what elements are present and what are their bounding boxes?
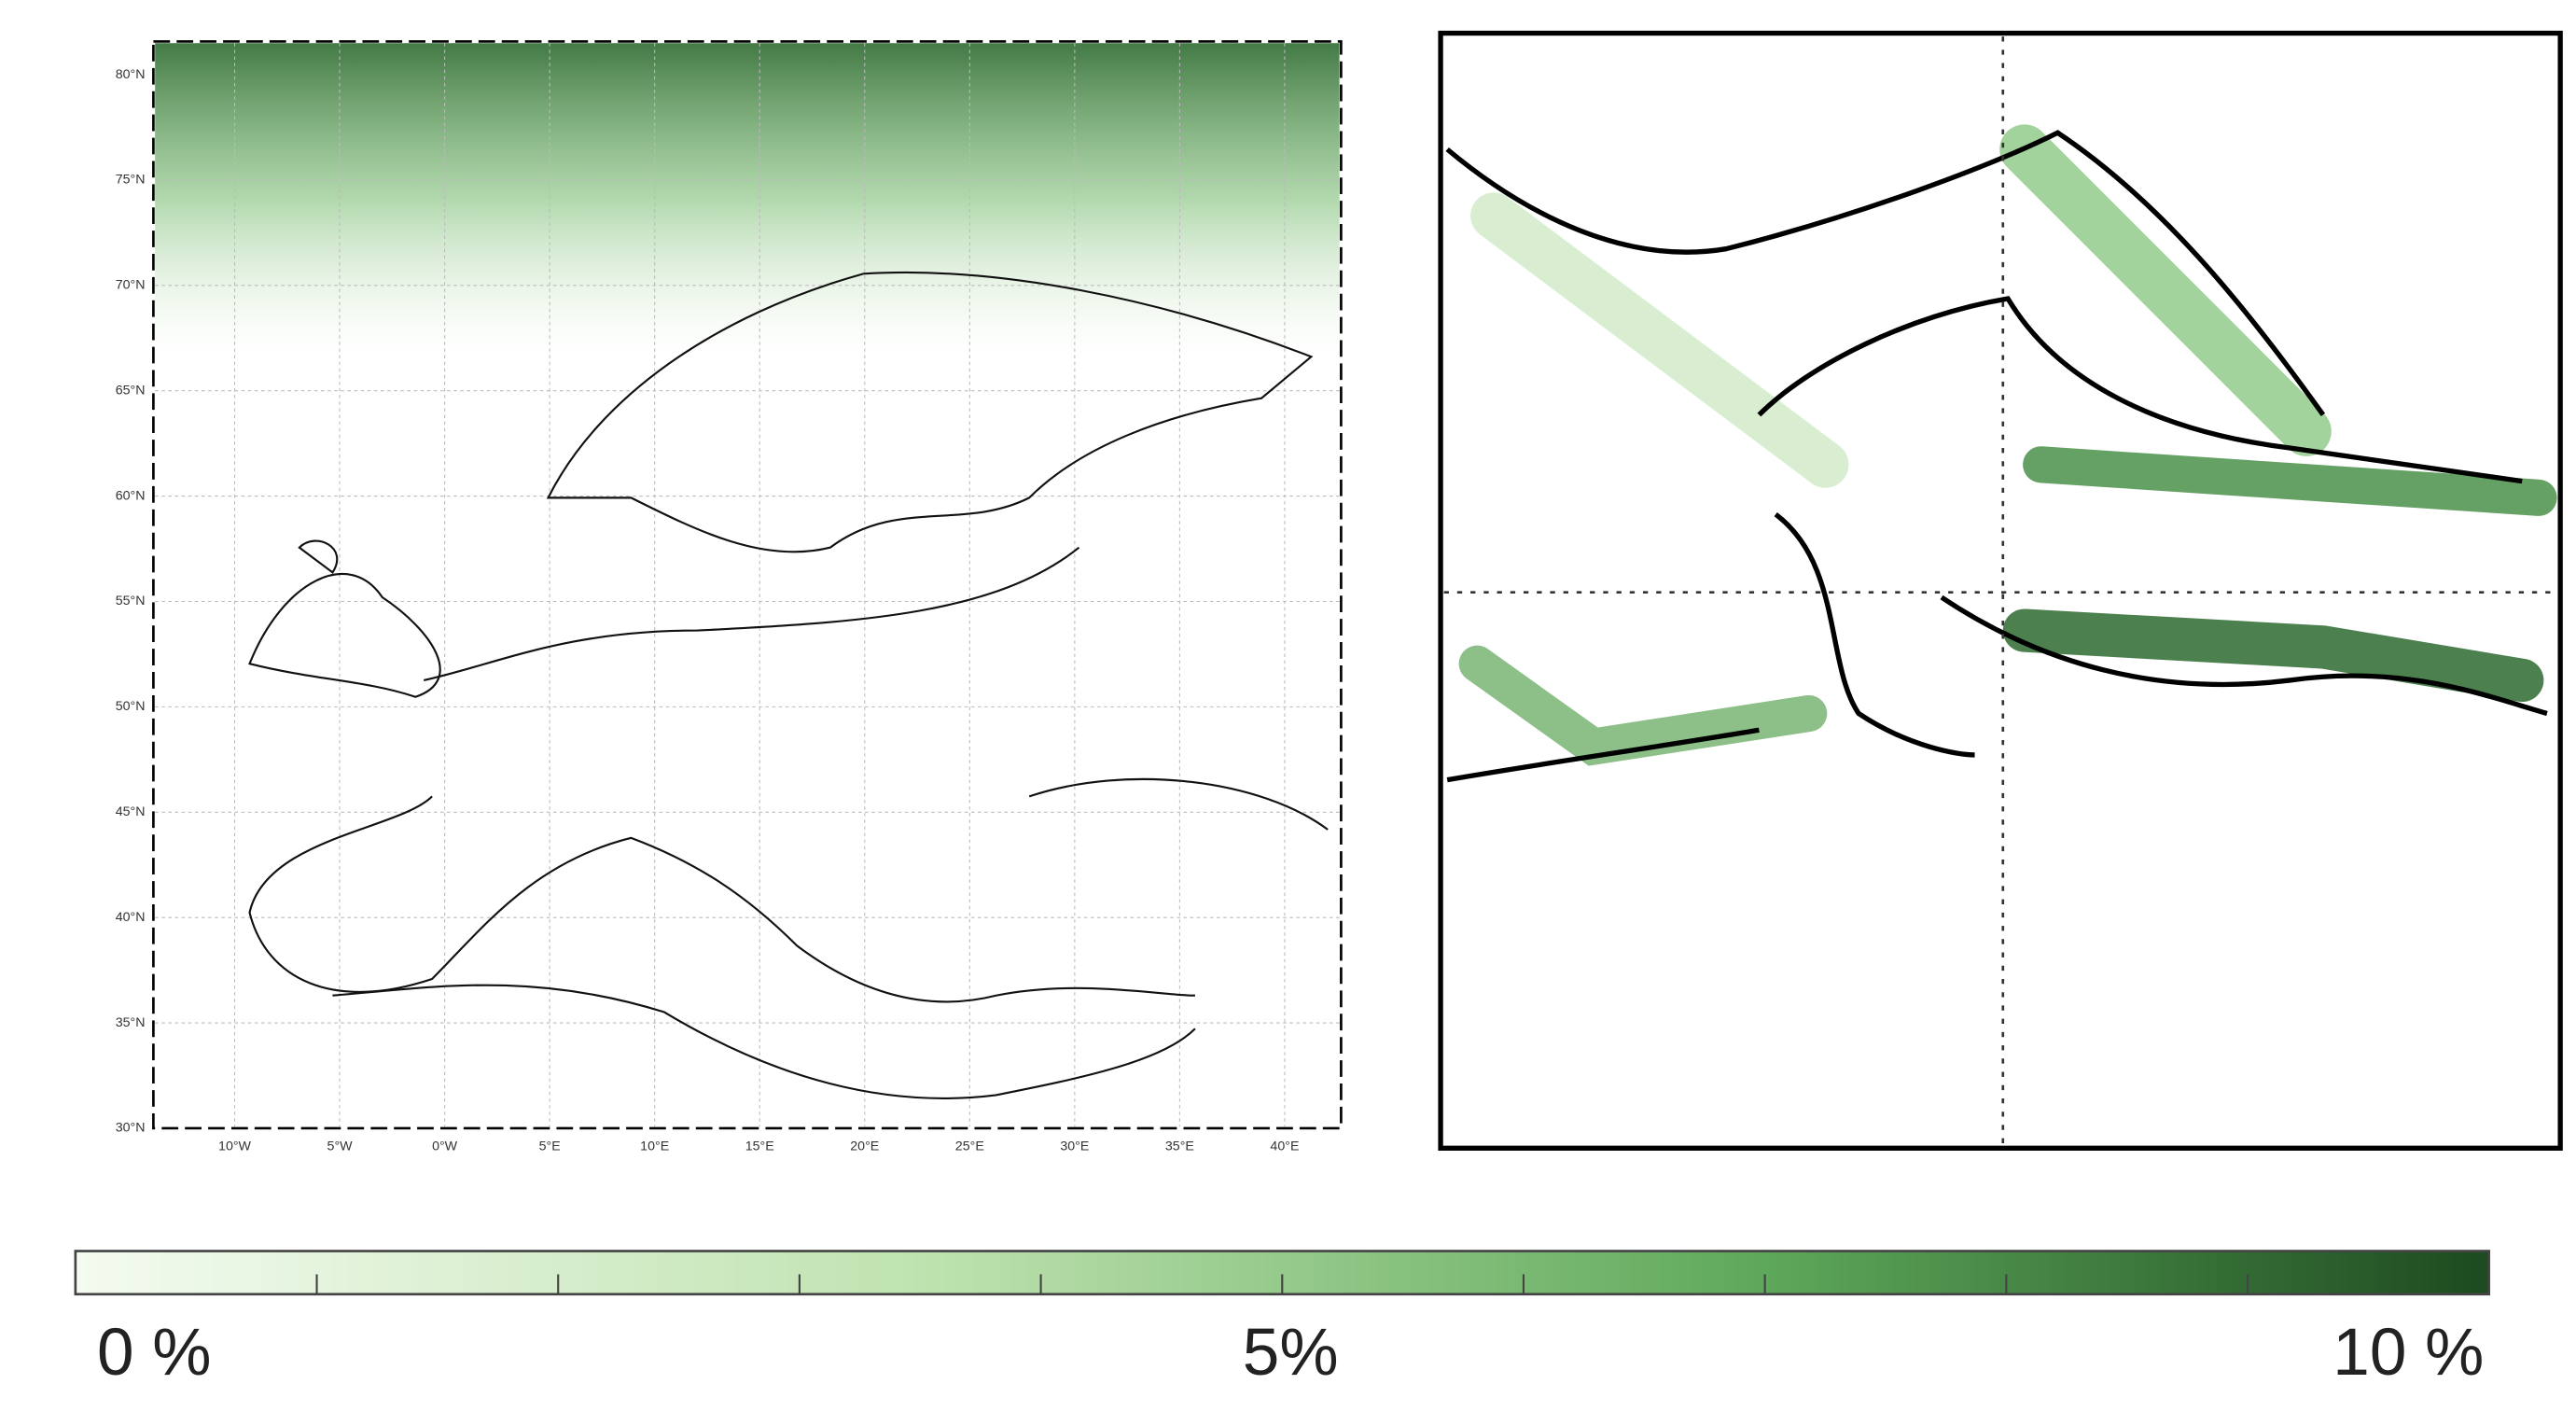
lon-label: 5°W	[327, 1139, 354, 1153]
lon-label: 10°W	[218, 1139, 252, 1153]
lat-label: 50°N	[116, 699, 146, 714]
lat-label: 45°N	[116, 804, 146, 819]
swath	[1999, 124, 2332, 456]
lon-label: 40°E	[1270, 1139, 1299, 1153]
lon-label: 15°E	[745, 1139, 774, 1153]
lat-label: 35°N	[116, 1015, 146, 1030]
lon-label: 10°E	[640, 1139, 669, 1153]
coastline	[248, 539, 441, 698]
lat-label: 40°N	[116, 910, 146, 925]
coastline	[1445, 130, 2548, 783]
swath	[1470, 192, 1849, 488]
overview-map	[152, 40, 1343, 1130]
lat-label: 75°N	[116, 173, 146, 188]
colorbar-label: 5%	[1243, 1316, 1339, 1390]
coverage-swaths	[1458, 124, 2557, 766]
swath	[1458, 645, 1828, 766]
coastline	[546, 271, 1314, 553]
lon-label: 0°W	[432, 1139, 458, 1153]
swath	[2023, 446, 2557, 516]
graticule	[155, 43, 1340, 1127]
lat-label: 70°N	[116, 278, 146, 293]
lat-label: 80°N	[116, 67, 146, 82]
lon-label: 5°E	[539, 1139, 561, 1153]
coastline	[332, 984, 1196, 1099]
colorbar: 0 % 5% 10 %	[74, 1250, 2491, 1390]
lon-label: 35°E	[1165, 1139, 1194, 1153]
lat-label: 65°N	[116, 383, 146, 398]
map-frame	[1438, 30, 2563, 1151]
colorbar-label: 10 %	[2332, 1316, 2484, 1390]
lat-label: 60°N	[116, 488, 146, 503]
lon-label: 25°E	[955, 1139, 984, 1153]
lat-label: 30°N	[116, 1121, 146, 1136]
coverage-band	[155, 43, 1340, 359]
lon-label: 20°E	[850, 1139, 879, 1153]
lat-label: 55°N	[116, 594, 146, 608]
coastline	[248, 546, 1329, 1003]
colorbar-label: 0 %	[97, 1316, 212, 1390]
swath	[2002, 608, 2544, 703]
zoom-map	[1438, 30, 2563, 1151]
lon-label: 30°E	[1060, 1139, 1089, 1153]
